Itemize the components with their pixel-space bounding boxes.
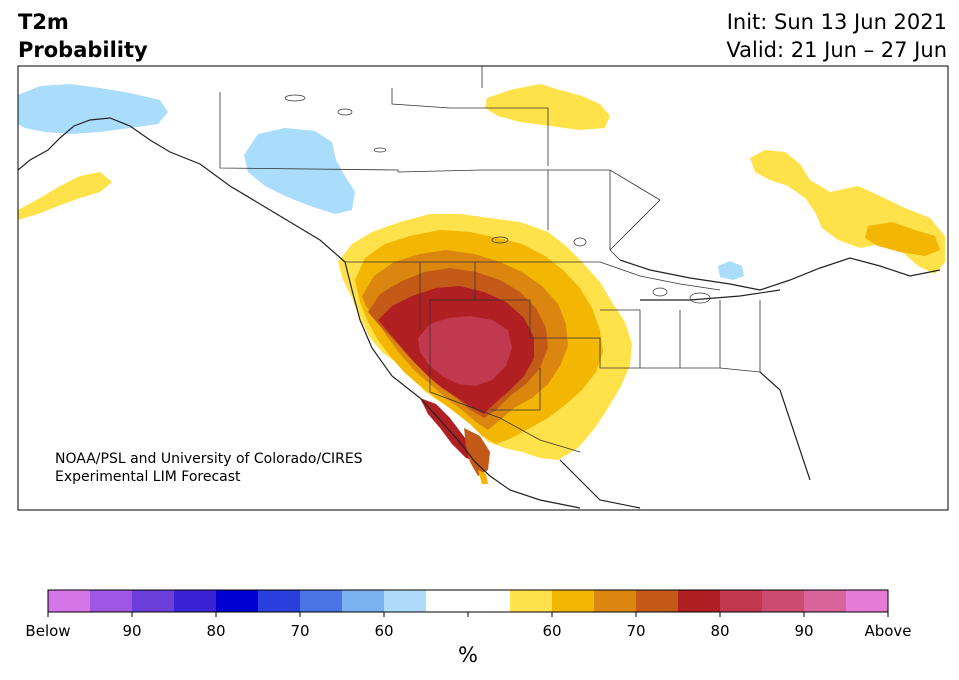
colorbar-tick-label: 60 — [374, 622, 394, 640]
colorbar-swatch — [636, 590, 679, 612]
colorbar-swatch — [384, 590, 427, 612]
colorbar-tick-label: 70 — [290, 622, 310, 640]
colorbar-swatch — [48, 590, 91, 612]
colorbar-swatch — [132, 590, 175, 612]
credit-line-1: NOAA/PSL and University of Colorado/CIRE… — [55, 451, 363, 467]
political-borders — [219, 66, 761, 453]
valid-range: Valid: 21 Jun – 27 Jun — [726, 38, 947, 62]
labrador-gold-region — [865, 222, 940, 256]
colorbar-tick-label: 90 — [122, 622, 142, 640]
credit-text: NOAA/PSL and University of Colorado/CIRE… — [55, 450, 363, 486]
colorbar-swatch — [846, 590, 889, 612]
colorbar-tick-label: 60 — [542, 622, 562, 640]
map-title: T2m Probability — [18, 8, 148, 64]
colorbar-swatch — [300, 590, 343, 612]
colorbar-swatch — [216, 590, 259, 612]
colorbar-unit: % — [458, 643, 478, 667]
colorbar-swatch — [720, 590, 763, 612]
colorbar-tick-label: 80 — [206, 622, 226, 640]
hudson-bay-above-region — [485, 84, 610, 130]
map-frame — [17, 65, 949, 511]
great-lakes-below-region — [718, 261, 744, 280]
colorbar-tick-label: Above — [864, 622, 912, 640]
colorbar-swatch — [174, 590, 217, 612]
colorbar-swatch — [594, 590, 637, 612]
colorbar-swatch — [552, 590, 595, 612]
mexico-orange-region — [464, 428, 490, 476]
credit-line-2: Experimental LIM Forecast — [55, 469, 241, 485]
colorbar-tick-label: 90 — [794, 622, 814, 640]
yukon-below-region — [244, 128, 355, 214]
colorbar-swatch — [258, 590, 301, 612]
colorbar-tick-label: 80 — [710, 622, 730, 640]
colorbar — [47, 589, 889, 617]
colorbar-swatch — [468, 590, 511, 612]
colorbar-swatch — [342, 590, 385, 612]
colorbar-swatch — [510, 590, 553, 612]
colorbar-tick-label: Below — [25, 622, 71, 640]
product-title: Probability — [18, 38, 148, 62]
date-info: Init: Sun 13 Jun 2021 Valid: 21 Jun – 27… — [726, 8, 947, 64]
colorbar-swatch — [426, 590, 469, 612]
variable-title: T2m — [18, 10, 69, 34]
colorbar-swatch — [804, 590, 847, 612]
colorbar-swatch — [762, 590, 805, 612]
lakes — [284, 94, 711, 304]
mexico-gold-tip — [478, 470, 488, 484]
init-date: Init: Sun 13 Jun 2021 — [726, 10, 947, 34]
alaska-below-region — [18, 84, 168, 134]
alaska-southwest-above-region — [18, 172, 112, 220]
colorbar-tick-label: 70 — [626, 622, 646, 640]
colorbar-swatch — [90, 590, 133, 612]
coastlines — [18, 117, 941, 509]
colorbar-swatch — [678, 590, 721, 612]
western-us-crimson-core — [418, 316, 512, 386]
